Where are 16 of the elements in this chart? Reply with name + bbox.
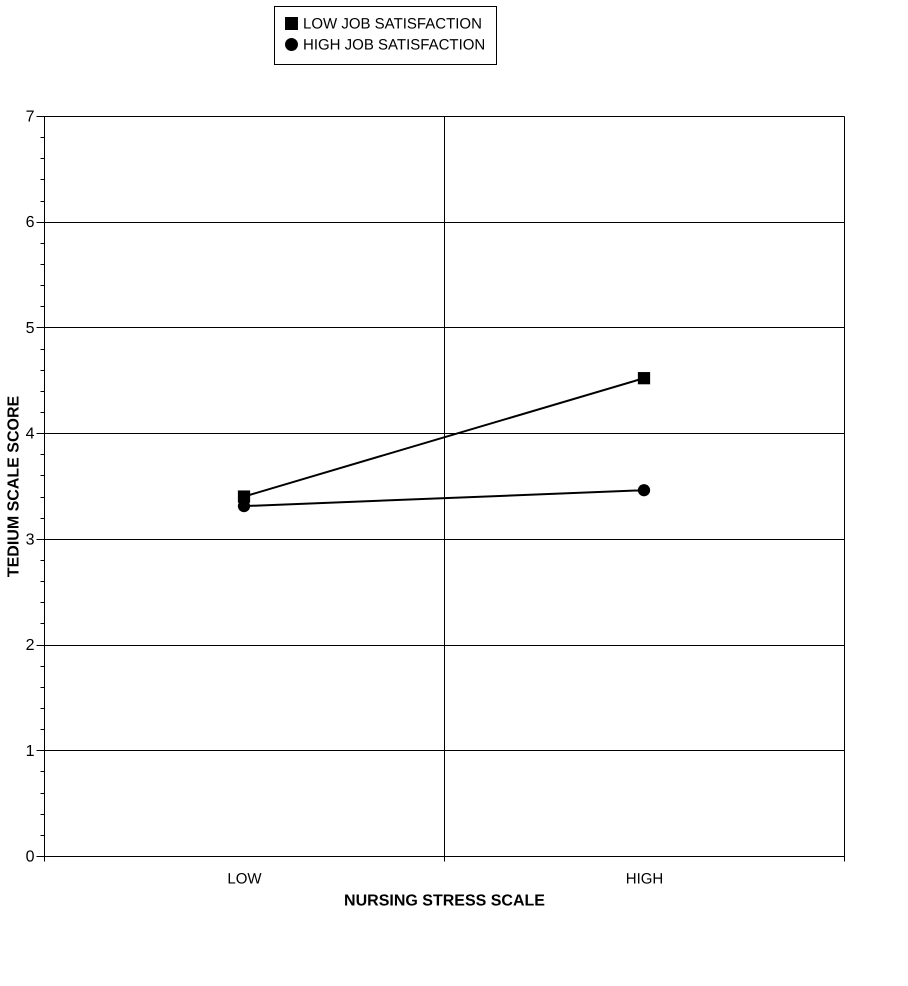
legend-label: LOW JOB SATISFACTION [303, 16, 482, 32]
y-tick-label: 0 [26, 848, 35, 866]
y-tick-label: 3 [26, 531, 35, 548]
y-tick-label: 6 [26, 214, 35, 232]
y-tick-label: 2 [26, 637, 35, 654]
x-axis-title: NURSING STRESS SCALE [344, 892, 546, 910]
x-tick-label: HIGH [626, 870, 664, 888]
y-tick-label: 4 [26, 426, 35, 443]
legend-label: HIGH JOB SATISFACTION [303, 36, 486, 54]
point [638, 484, 650, 496]
point [638, 372, 650, 384]
x-tick-label: LOW [227, 870, 262, 888]
y-tick-label: 7 [26, 108, 35, 126]
y-tick-label: 5 [26, 320, 35, 337]
y-axis-title: TEDIUM SCALE SCORE [6, 396, 23, 578]
y-tick-label: 1 [26, 742, 35, 760]
